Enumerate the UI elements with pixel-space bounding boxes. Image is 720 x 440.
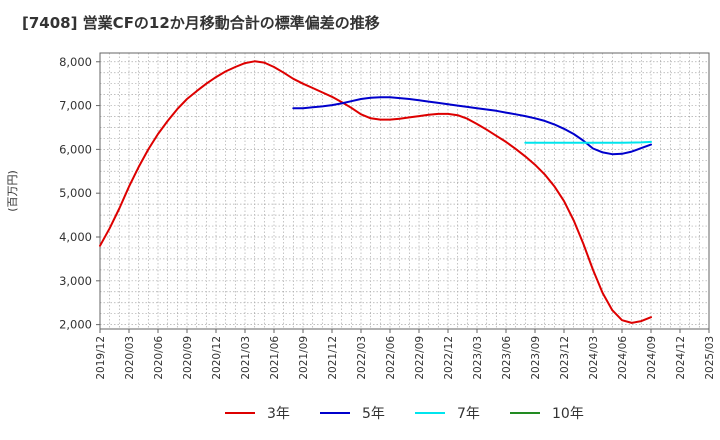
x-tick-label: 2021/09	[298, 336, 310, 380]
y-tick-label: 7,000	[59, 99, 92, 113]
x-tick-label: 2020/09	[182, 336, 194, 380]
x-tick-label: 2019/12	[95, 336, 107, 380]
x-tick-label: 2022/09	[414, 336, 426, 380]
x-tick-label: 2021/03	[240, 336, 252, 380]
legend: 3年 5年 7年 10年	[225, 406, 584, 422]
x-tick-label: 2022/12	[443, 336, 455, 380]
series-line-7年	[524, 140, 652, 144]
grid-lines	[99, 53, 710, 329]
x-tick-label: 2023/12	[559, 336, 571, 380]
series-line-5年	[292, 96, 652, 156]
x-tick-label: 2023/03	[472, 336, 484, 380]
x-tick-label: 2024/06	[617, 336, 629, 380]
x-tick-label: 2020/06	[153, 336, 165, 380]
x-tick-label: 2025/03	[704, 336, 716, 380]
plot-frame	[99, 52, 710, 330]
series-line-3年	[99, 60, 652, 324]
legend-label: 5年	[362, 406, 385, 422]
legend-label: 7年	[457, 406, 480, 422]
x-tick-label: 2024/03	[588, 336, 600, 380]
legend-label: 10年	[552, 406, 584, 422]
y-tick-label: 4,000	[59, 230, 92, 244]
y-tick-label: 8,000	[59, 55, 92, 69]
y-tick-label: 6,000	[59, 142, 92, 156]
x-tick-label: 2023/06	[501, 336, 513, 380]
chart-title: [7408] 営業CFの12か月移動合計の標準偏差の推移	[22, 14, 380, 32]
series-lines	[99, 60, 652, 324]
x-tick-label: 2024/12	[675, 336, 687, 380]
x-tick-label: 2021/06	[269, 336, 281, 380]
y-tick-label: 2,000	[59, 318, 92, 332]
y-axis-ticks: 2,000 3,000 4,000 5,000 6,000 7,000 8,000	[59, 55, 100, 332]
x-tick-label: 2022/03	[356, 336, 368, 380]
legend-label: 3年	[267, 406, 290, 422]
x-tick-label: 2020/03	[124, 336, 136, 380]
x-tick-label: 2022/06	[385, 336, 397, 380]
x-tick-label: 2023/09	[530, 336, 542, 380]
y-tick-label: 3,000	[59, 274, 92, 288]
x-tick-label: 2020/12	[211, 336, 223, 380]
x-axis-ticks: 2019/12 2020/03 2020/06 2020/09 2020/12 2021/…	[95, 329, 716, 380]
y-axis-label: (百万円)	[6, 170, 19, 212]
x-tick-label: 2024/09	[646, 336, 658, 380]
x-tick-label: 2021/12	[327, 336, 339, 380]
y-tick-label: 5,000	[59, 186, 92, 200]
